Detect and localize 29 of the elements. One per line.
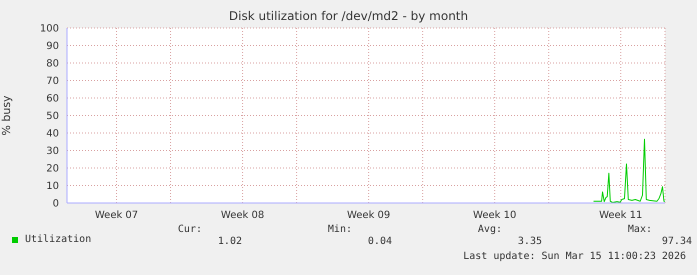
text: Max: (626, 224, 652, 235)
text: 1.02 (216, 236, 242, 247)
text: 0.04 (366, 236, 392, 247)
text: Min: (326, 224, 352, 235)
x-tick-label: Week 10 (473, 210, 516, 222)
y-tick-label: 0 (52, 198, 59, 210)
y-tick-label: 30 (46, 146, 59, 158)
x-tick-label: Week 08 (220, 210, 264, 222)
legend-label: Utilization (25, 234, 92, 245)
y-tick-label: 70 (46, 76, 59, 88)
line-series (593, 138, 665, 203)
text: Last update: Sun Mar 15 11:00:23 2026 (462, 251, 687, 262)
y-tick-label: 40 (46, 128, 59, 140)
y-tick-label: 100 (40, 24, 59, 35)
text: 97.34 (660, 236, 692, 247)
text: Cur: (176, 224, 202, 235)
y-tick-label: 10 (46, 181, 59, 192)
text: 3.35 (516, 236, 542, 247)
y-tick-label: 50 (46, 111, 59, 122)
x-tick-label: Week 09 (346, 210, 390, 222)
y-tick-label: 80 (46, 58, 59, 70)
x-tick-label: Week 07 (94, 210, 138, 222)
chart-title: Disk utilization for /dev/md2 - by month (228, 9, 470, 23)
y-tick-label: 20 (46, 164, 59, 175)
y-axis-title: % busy (0, 94, 13, 136)
text: Avg: (476, 224, 502, 235)
x-tick-label: Week 11 (599, 210, 642, 222)
y-tick-label: 90 (46, 41, 59, 52)
y-tick-label: 60 (46, 94, 59, 105)
